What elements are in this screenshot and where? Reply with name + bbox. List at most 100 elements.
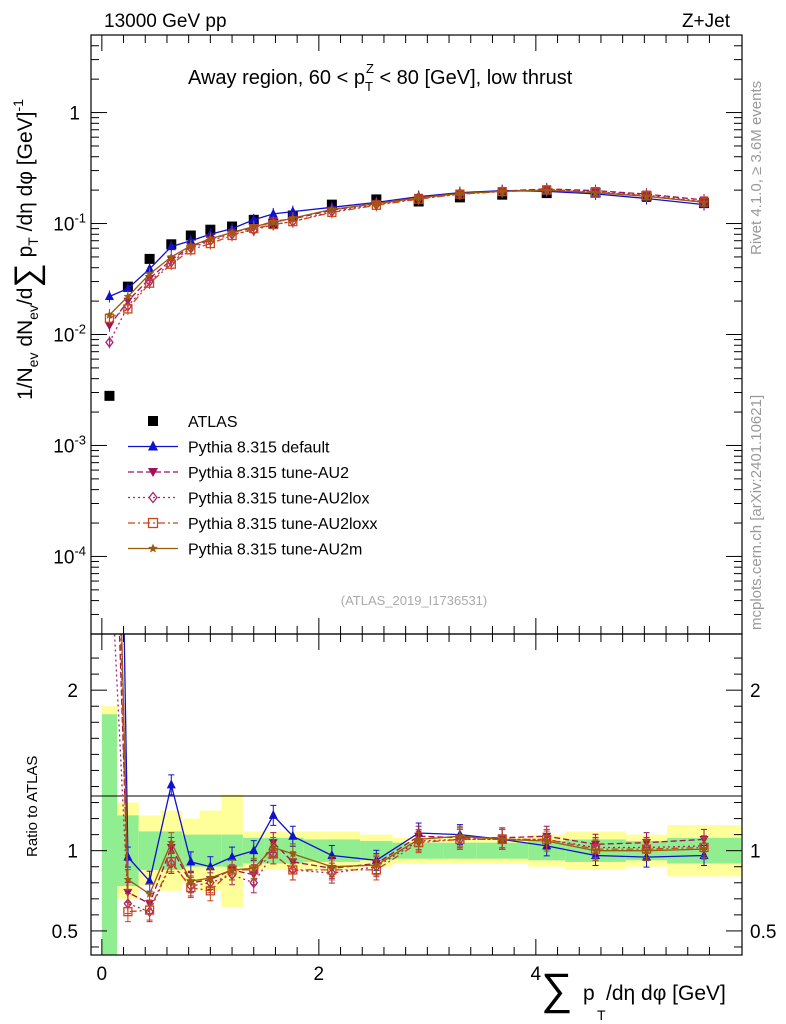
ratio-band-inner	[101, 714, 118, 955]
svg-text:1/Nev dNev/d∑ pT /dη dφ [GeV]: 1/Nev dNev/d∑ pT /dη dφ [GeV]-1	[8, 99, 46, 400]
data-point-pythia-8-315-tune-au2m	[145, 269, 154, 278]
ratio-point-pythia-8-315-tune-au2m	[186, 876, 196, 885]
data-point-pythia-8-315-tune-au2m	[105, 310, 114, 319]
ratio-line-pythia-8-315-tune-au2loxx	[119, 634, 705, 913]
data-point-pythia-8-315-default	[249, 214, 259, 224]
ratio-point-pythia-8-315-tune-au2m	[591, 846, 600, 855]
ratio-point-pythia-8-315-tune-au2m	[642, 846, 651, 855]
legend-entry-pythia-8-315-tune-au2loxx: Pythia 8.315 tune-AU2loxx	[128, 516, 377, 533]
ratio-point-pythia-8-315-tune-au2loxx	[144, 905, 155, 915]
data-point-pythia-8-315-default	[104, 291, 114, 301]
ratio-band-inner	[476, 842, 529, 859]
ratio-point-pythia-8-315-tune-au2loxx	[166, 857, 176, 867]
data-point-pythia-8-315-tune-au2m	[186, 241, 196, 250]
data-point-pythia-8-315-tune-au2m	[414, 193, 423, 202]
legend-label: Pythia 8.315 tune-AU2loxx	[188, 516, 377, 533]
data-point-pythia-8-315-tune-au2m	[269, 218, 278, 227]
ratio-x-tick-label: 2	[314, 964, 325, 985]
ratio-frame	[90, 633, 743, 956]
ratio-line-pythia-8-315-tune-au2	[118, 634, 705, 905]
main-y-tick-exp: -4	[74, 543, 86, 558]
data-point-pythia-8-315-tune-au2lox	[105, 336, 114, 348]
data-point-pythia-8-315-tune-au2m	[497, 186, 507, 195]
legend-label: ATLAS	[188, 414, 238, 431]
data-point-pythia-8-315-tune-au2m	[288, 213, 298, 222]
series-pythia-8-315-tune-au2lox	[105, 183, 709, 349]
ratio-point-pythia-8-315-tune-au2m	[288, 849, 298, 858]
data-point-pythia-8-315-tune-au2m	[123, 292, 133, 301]
ratio-x-label: ∑ p T /dη dφ [GeV]	[541, 965, 726, 1023]
ratio-point-pythia-8-315-default	[186, 856, 196, 866]
main-y-tick-label: 10-4	[53, 543, 86, 568]
main-y-tick-label: 10-3	[53, 432, 86, 457]
ratio-point-pythia-8-315-default	[268, 809, 278, 819]
svg-text:/dη dφ [GeV]: /dη dφ [GeV]	[606, 982, 726, 1005]
data-point-pythia-8-315-tune-au2loxx	[123, 304, 133, 314]
legend-marker	[148, 416, 158, 426]
legend-label: Pythia 8.315 tune-AU2	[188, 465, 349, 482]
ratio-point-pythia-8-315-tune-au2m	[206, 873, 215, 882]
ratio-point-pythia-8-315-tune-au2loxx	[105, 205, 113, 213]
main-y-tick-exp: -3	[74, 432, 86, 447]
ratio-data-marks	[105, 140, 709, 923]
ratio-point-pythia-8-315-default	[249, 845, 259, 855]
data-point-pythia-8-315-tune-au2m	[699, 197, 709, 207]
data-point-pythia-8-315-default	[186, 235, 196, 245]
legend-entry-pythia-8-315-tune-au2: Pythia 8.315 tune-AU2	[128, 465, 349, 482]
legend-marker	[148, 491, 158, 504]
main-y-tick-base: 10	[53, 215, 74, 236]
data-point-atlas	[104, 390, 115, 401]
series-pythia-8-315-tune-au2	[104, 182, 709, 332]
main-y-tick-base: 10	[53, 547, 74, 568]
ratio-band-inner	[138, 831, 161, 870]
ratio-point-pythia-8-315-default	[227, 851, 237, 861]
legend-label: Pythia 8.315 default	[188, 440, 330, 457]
ratio-point-pythia-8-315-default	[288, 830, 298, 840]
process-label: Z+Jet	[682, 11, 731, 32]
main-panel: 10-410-310-210-11 Away region, 60 < pTZ …	[8, 34, 743, 635]
main-y-label: 1/Nev dNev/d∑ pT /dη dφ [GeV]-1	[8, 99, 46, 400]
series-pythia-8-315-tune-au2m	[105, 184, 709, 321]
ratio-point-pythia-8-315-tune-au2m	[269, 843, 278, 852]
data-point-pythia-8-315-default	[145, 263, 155, 273]
data-point-pythia-8-315-default	[166, 241, 176, 251]
energy-label: 13000 GeV pp	[104, 11, 227, 32]
ratio-y-tick-label-right: 0.5	[750, 922, 776, 943]
series-line-pythia-8-315-tune-au2	[108, 188, 705, 327]
svg-text:T: T	[597, 1007, 606, 1023]
ratio-point-pythia-8-315-tune-au2m	[327, 862, 337, 871]
main-y-axis: 10-410-310-210-11	[53, 34, 742, 635]
main-y-tick-exp: -1	[74, 211, 86, 226]
ratio-point-pythia-8-315-tune-au2m	[145, 889, 154, 898]
rivet-label: Rivet 4.1.0, ≥ 3.6M events	[748, 81, 765, 255]
svg-text:∑: ∑	[541, 965, 572, 1014]
main-y-tick-label: 10-1	[53, 211, 86, 236]
ratio-point-pythia-8-315-tune-au2lox	[106, 525, 113, 534]
series-line-pythia-8-315-tune-au2m	[108, 189, 705, 316]
data-point-pythia-8-315-tune-au2m	[542, 185, 551, 194]
data-point-pythia-8-315-tune-au2m	[249, 222, 258, 231]
ratio-point-pythia-8-315-tune-au2m	[497, 834, 507, 844]
data-point-pythia-8-315-tune-au2m	[591, 188, 600, 197]
ratio-y-tick-label: 1	[67, 842, 78, 863]
main-y-tick-label: 1	[69, 104, 80, 125]
ratio-point-pythia-8-315-tune-au2	[123, 888, 133, 897]
ratio-point-pythia-8-315-tune-au2lox	[249, 877, 259, 889]
series-line-pythia-8-315-tune-au2loxx	[109, 189, 705, 319]
ratio-x-axis: 0 2 4	[97, 634, 710, 985]
data-point-pythia-8-315-tune-au2m	[372, 199, 381, 208]
ratio-point-pythia-8-315-tune-au2m	[699, 844, 709, 853]
legend-marker	[148, 543, 158, 553]
svg-text:p: p	[583, 982, 595, 1005]
ratio-series-pythia-8-315-tune-au2loxx	[105, 205, 709, 923]
series-line-pythia-8-315-tune-au2lox	[108, 188, 705, 343]
ratio-point-pythia-8-315-tune-au2m	[105, 140, 114, 148]
data-point-atlas	[144, 253, 155, 264]
data-point-pythia-8-315-tune-au2m	[206, 234, 215, 243]
series-pythia-8-315-tune-au2loxx	[104, 183, 709, 325]
ratio-point-pythia-8-315-default	[145, 875, 155, 885]
ratio-point-pythia-8-315-tune-au2m	[249, 863, 258, 872]
legend-entry-pythia-8-315-default: Pythia 8.315 default	[128, 440, 330, 457]
ratio-y-tick-label: 2	[67, 681, 78, 702]
